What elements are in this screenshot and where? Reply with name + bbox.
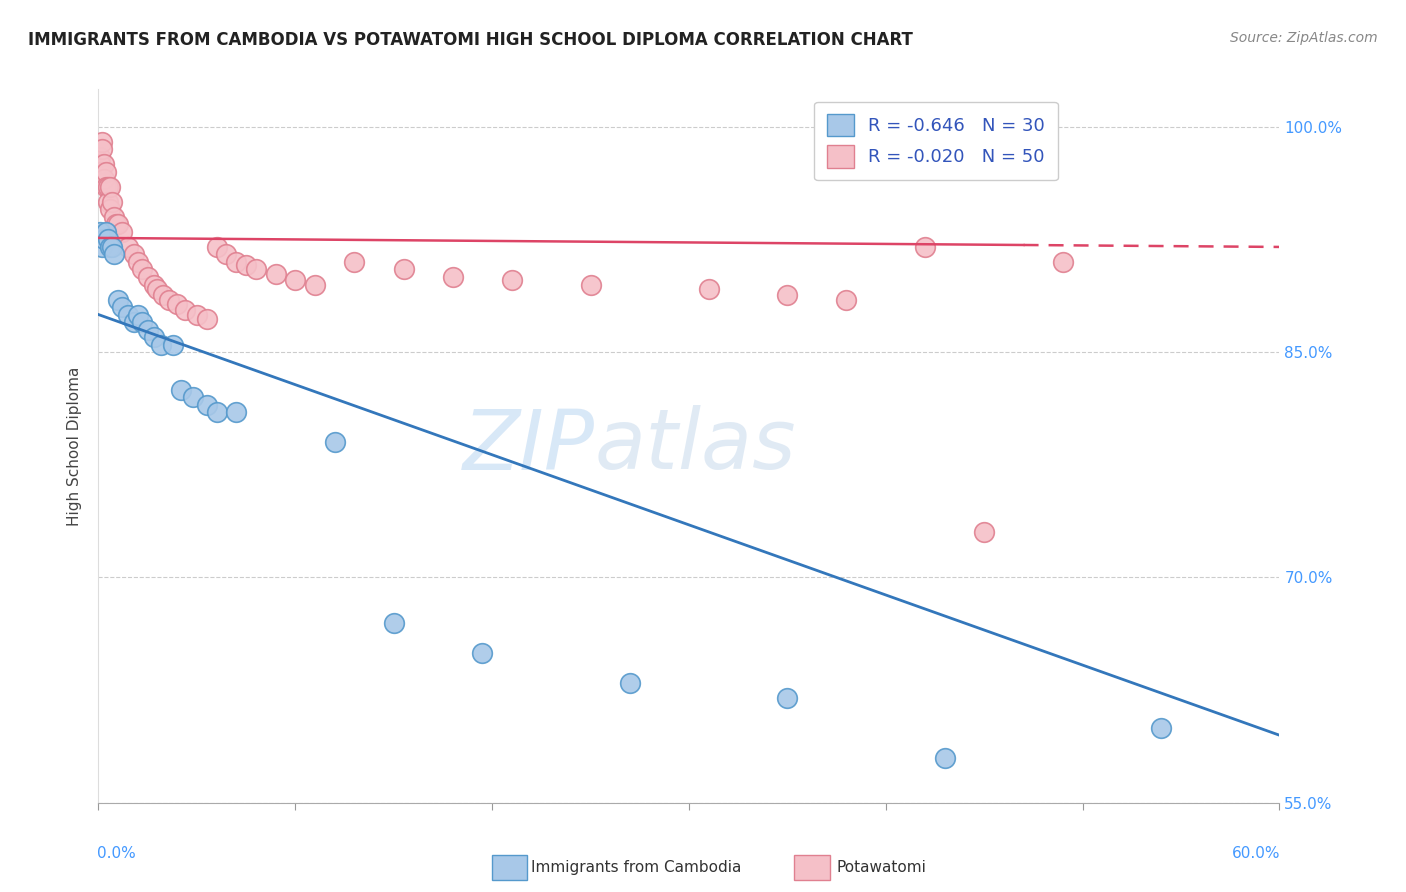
Y-axis label: High School Diploma: High School Diploma	[67, 367, 83, 525]
Text: Potawatomi: Potawatomi	[837, 861, 927, 875]
Point	[105, 218, 128, 232]
Point	[96, 165, 118, 179]
Text: 60.0%: 60.0%	[1232, 846, 1281, 861]
Point	[776, 690, 799, 705]
Point	[93, 172, 115, 186]
Point	[103, 210, 125, 224]
Point	[91, 142, 114, 156]
Point	[97, 194, 120, 209]
Point	[117, 308, 139, 322]
Text: atlas: atlas	[595, 406, 796, 486]
Point	[392, 262, 415, 277]
Point	[441, 270, 464, 285]
Point	[97, 179, 120, 194]
Point	[973, 525, 995, 540]
Point	[205, 405, 228, 419]
Point	[96, 179, 118, 194]
Point	[131, 262, 153, 277]
Point	[136, 270, 159, 285]
Point	[776, 288, 799, 302]
Point	[93, 157, 115, 171]
Point	[934, 750, 956, 764]
Point	[186, 308, 208, 322]
Point	[150, 337, 173, 351]
Point	[122, 247, 145, 261]
Point	[93, 232, 115, 246]
Point	[101, 194, 124, 209]
Point	[152, 288, 174, 302]
Point	[619, 675, 641, 690]
Point	[98, 240, 121, 254]
Point	[157, 293, 180, 307]
Point	[382, 615, 405, 630]
Point	[170, 383, 193, 397]
Point	[914, 240, 936, 254]
Point	[91, 240, 114, 254]
Point	[146, 282, 169, 296]
Point	[98, 202, 121, 217]
Text: 0.0%: 0.0%	[97, 846, 136, 861]
Point	[136, 322, 159, 336]
Point	[195, 312, 218, 326]
Point	[162, 337, 184, 351]
Point	[501, 273, 523, 287]
Point	[98, 179, 121, 194]
Point	[697, 282, 720, 296]
Point	[103, 247, 125, 261]
Point	[235, 258, 257, 272]
Point	[117, 240, 139, 254]
Point	[89, 150, 111, 164]
Point	[284, 273, 307, 287]
Point	[131, 315, 153, 329]
Point	[89, 225, 111, 239]
Point	[225, 255, 247, 269]
Point	[343, 255, 366, 269]
Point	[127, 255, 149, 269]
Point	[97, 232, 120, 246]
Point	[304, 277, 326, 292]
Point	[215, 247, 238, 261]
Text: Source: ZipAtlas.com: Source: ZipAtlas.com	[1230, 31, 1378, 45]
Point	[245, 262, 267, 277]
Point	[579, 277, 602, 292]
Legend: R = -0.646   N = 30, R = -0.020   N = 50: R = -0.646 N = 30, R = -0.020 N = 50	[814, 102, 1057, 180]
Point	[89, 157, 111, 171]
Point	[96, 225, 118, 239]
Point	[205, 240, 228, 254]
Point	[174, 303, 197, 318]
Text: IMMIGRANTS FROM CAMBODIA VS POTAWATOMI HIGH SCHOOL DIPLOMA CORRELATION CHART: IMMIGRANTS FROM CAMBODIA VS POTAWATOMI H…	[28, 31, 912, 49]
Point	[111, 225, 134, 239]
Point	[142, 330, 165, 344]
Point	[111, 300, 134, 314]
Point	[107, 218, 129, 232]
Point	[127, 308, 149, 322]
Point	[264, 267, 287, 281]
Point	[1052, 255, 1074, 269]
Point	[1150, 721, 1173, 735]
Point	[91, 135, 114, 149]
Text: ZIP: ZIP	[463, 406, 595, 486]
Point	[181, 390, 204, 404]
Point	[122, 315, 145, 329]
Point	[166, 297, 188, 311]
Point	[471, 646, 494, 660]
Point	[195, 398, 218, 412]
Point	[101, 240, 124, 254]
Text: Immigrants from Cambodia: Immigrants from Cambodia	[531, 861, 742, 875]
Point	[835, 293, 858, 307]
Point	[142, 277, 165, 292]
Point	[225, 405, 247, 419]
Point	[89, 165, 111, 179]
Point	[107, 293, 129, 307]
Point	[323, 435, 346, 450]
